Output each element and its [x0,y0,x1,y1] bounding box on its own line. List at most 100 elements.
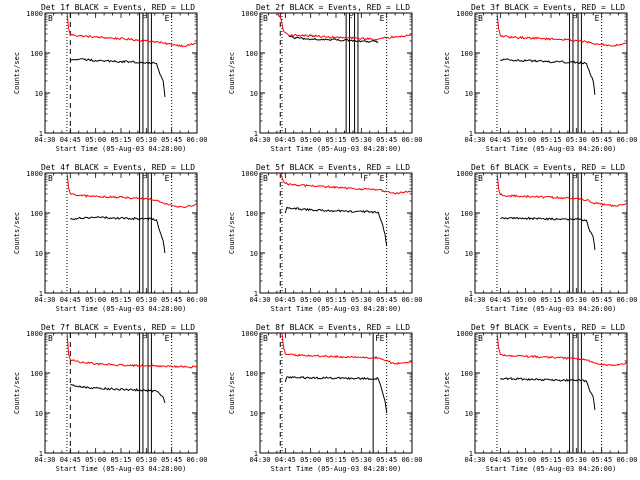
x-axis-label: Start Time (05-Aug-03 04:28:00) [271,145,402,153]
plot-frame [259,172,413,294]
x-tick-label: 05:45 [591,136,612,144]
x-tick-label: 05:15 [540,296,561,304]
y-axis-label: Counts/sec [228,212,236,254]
lld-series-line [66,13,197,48]
x-axis-label: Start Time (05-Aug-03 04:26:00) [486,145,617,153]
segment-marker-e: E [595,14,600,23]
x-tick-label: 06:00 [401,136,422,144]
panel-title: Det 9f BLACK = Events, RED = LLD [471,323,625,332]
segment-marker-e: E [595,174,600,183]
segment-marker-f: F [142,334,147,343]
y-tick-label: 100 [460,370,473,378]
detector-panel-2: Det 2f BLACK = Events, RED = LLD 1 10 100 10… [228,3,423,153]
y-tick-label: 1000 [26,170,43,178]
plot-frame [44,332,198,454]
x-tick-label: 05:00 [515,456,536,464]
x-tick-label: 04:45 [60,296,81,304]
x-tick-label: 04:30 [249,456,270,464]
y-tick-label: 1 [469,130,473,138]
segment-marker-f: F [348,14,353,23]
x-tick-label: 05:45 [161,136,182,144]
x-tick-label: 05:30 [351,296,372,304]
x-tick-label: 04:30 [249,136,270,144]
y-tick-label: 100 [245,370,258,378]
lld-series-line [281,333,412,366]
y-tick-label: 100 [245,50,258,58]
panel-title: Det 1f BLACK = Events, RED = LLD [41,3,195,12]
x-tick-label: 04:45 [490,136,511,144]
x-tick-label: 06:00 [186,456,207,464]
x-tick-label: 06:00 [401,456,422,464]
events-series-line [500,58,596,95]
panel-title: Det 7f BLACK = Events, RED = LLD [41,323,195,332]
events-series-line [288,35,379,44]
x-tick-label: 05:00 [515,296,536,304]
y-tick-label: 10 [250,410,258,418]
x-tick-label: 05:30 [136,136,157,144]
x-tick-label: 05:45 [376,296,397,304]
lld-series-line [66,173,197,209]
segment-marker-b: B [263,174,268,183]
x-tick-label: 05:45 [161,456,182,464]
x-tick-label: 04:45 [275,296,296,304]
plot-frame [474,332,628,454]
y-axis-label: Counts/sec [13,52,21,94]
segment-marker-e: E [380,334,385,343]
x-tick-label: 04:45 [60,136,81,144]
x-tick-label: 05:15 [540,456,561,464]
x-tick-label: 05:30 [136,456,157,464]
y-tick-label: 1 [469,290,473,298]
panel-title: Det 4f BLACK = Events, RED = LLD [41,163,195,172]
x-tick-label: 04:45 [60,456,81,464]
segment-marker-f: F [363,174,368,183]
segment-marker-f: F [142,14,147,23]
y-tick-label: 10 [35,410,43,418]
events-series-line [284,376,388,414]
y-axis-label: Counts/sec [13,372,21,414]
lld-series-line [276,13,412,41]
detector-panel-6: Det 6f BLACK = Events, RED = LLD 1 10 100 10… [443,163,638,313]
x-tick-label: 05:15 [110,296,131,304]
x-axis-label: Start Time (05-Aug-03 04:28:00) [56,305,187,313]
y-tick-label: 10 [465,250,473,258]
x-tick-label: 04:30 [34,136,55,144]
segment-marker-e: E [380,14,385,23]
y-axis-label: Counts/sec [443,52,451,94]
y-tick-label: 10 [250,90,258,98]
segment-marker-f: F [572,14,577,23]
segment-marker-b: B [48,174,53,183]
x-tick-label: 04:30 [34,456,55,464]
x-tick-label: 05:30 [351,136,372,144]
events-series-line [500,377,596,410]
x-tick-label: 05:00 [85,456,106,464]
y-tick-label: 100 [30,50,43,58]
x-tick-label: 06:00 [186,296,207,304]
y-tick-label: 100 [30,210,43,218]
y-tick-label: 100 [245,210,258,218]
y-tick-label: 1000 [26,330,43,338]
plot-frame [259,332,413,454]
detector-panel-9: Det 9f BLACK = Events, RED = LLD 1 10 100 10… [443,323,638,473]
x-axis-label: Start Time (05-Aug-03 04:26:00) [486,465,617,473]
y-tick-label: 10 [465,90,473,98]
y-tick-label: 1 [254,450,258,458]
segment-marker-b: B [478,14,483,23]
x-tick-label: 06:00 [616,136,637,144]
y-tick-label: 1 [39,130,43,138]
x-tick-label: 05:45 [591,296,612,304]
x-tick-label: 05:00 [85,296,106,304]
x-tick-label: 05:00 [300,136,321,144]
y-axis-label: Counts/sec [13,212,21,254]
plot-frame [44,172,198,294]
x-tick-label: 05:45 [161,296,182,304]
y-tick-label: 100 [460,210,473,218]
segment-marker-b: B [263,14,268,23]
detector-panel-1: Det 1f BLACK = Events, RED = LLD 1 10 100 10… [13,3,208,153]
segment-marker-f: F [142,174,147,183]
segment-marker-e: E [165,14,170,23]
y-axis-label: Counts/sec [443,372,451,414]
x-tick-label: 04:30 [464,136,485,144]
events-series-line [284,206,388,247]
x-tick-label: 05:45 [376,456,397,464]
